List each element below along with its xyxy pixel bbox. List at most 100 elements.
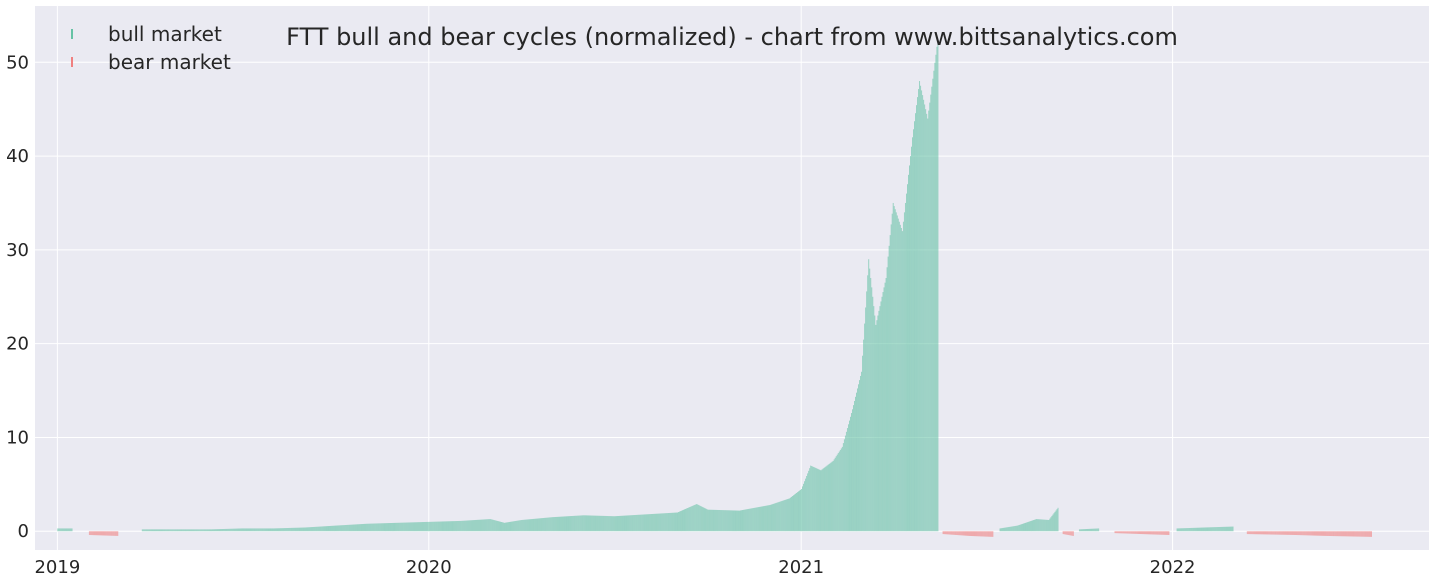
bull-bar — [290, 527, 292, 532]
bear-bar — [1257, 531, 1258, 535]
bull-bar — [678, 512, 679, 532]
bear-bar — [1292, 531, 1294, 535]
bull-bar — [505, 522, 506, 532]
bear-bar — [972, 531, 973, 537]
bear-bar — [1295, 531, 1297, 536]
bear-bar — [1350, 531, 1352, 537]
bear-bar — [1148, 531, 1149, 535]
bull-bar — [884, 282, 886, 532]
bull-bar — [1213, 527, 1215, 532]
bull-bar — [1198, 527, 1199, 532]
bear-bar — [1352, 531, 1354, 537]
bull-bar — [894, 209, 896, 532]
bull-bar — [625, 515, 626, 532]
bull-bar — [704, 508, 706, 532]
bull-bar — [916, 105, 917, 532]
bull-bar — [1056, 509, 1058, 532]
bear-bar — [1300, 531, 1302, 536]
bear-bar — [109, 531, 111, 536]
bull-bar — [846, 428, 848, 532]
bull-bar — [260, 528, 262, 532]
bull-bar — [839, 449, 841, 532]
bull-bar — [645, 514, 647, 532]
bull-bar — [403, 522, 405, 532]
bull-bar — [393, 522, 394, 532]
bull-bar — [685, 508, 686, 532]
bear-bar — [1071, 531, 1073, 536]
bull-bar — [629, 515, 631, 532]
bull-bar — [721, 510, 723, 532]
bull-bar — [254, 528, 256, 532]
bull-bar — [543, 517, 545, 532]
bull-bar — [197, 529, 199, 532]
bull-bar — [824, 467, 826, 532]
bull-bar — [434, 521, 436, 532]
bull-bar — [627, 515, 629, 532]
bull-bar — [689, 507, 691, 532]
bull-bar — [573, 515, 575, 532]
bull-bar — [246, 528, 248, 532]
bull-bar — [181, 529, 183, 532]
bull-bar — [440, 521, 442, 532]
bull-bar — [312, 526, 314, 532]
bull-bar — [643, 514, 645, 532]
bull-bar — [1050, 517, 1052, 532]
bull-bar — [259, 528, 261, 532]
bull-bar — [549, 517, 551, 532]
bull-bar — [509, 521, 510, 532]
bull-bar — [873, 306, 875, 532]
bull-bar — [424, 521, 426, 532]
bull-bar — [844, 435, 846, 532]
bull-bar — [682, 510, 683, 532]
bull-bar — [666, 513, 668, 532]
bull-bar — [926, 113, 928, 532]
bull-bar — [1093, 528, 1095, 532]
bull-bar — [793, 495, 794, 532]
bull-bar — [686, 508, 688, 532]
bull-bar — [855, 396, 856, 532]
bear-bar — [1289, 531, 1291, 535]
bear-bar — [1068, 531, 1070, 536]
bull-bar — [769, 504, 771, 532]
bull-bar — [333, 525, 334, 532]
bull-bar — [298, 527, 300, 532]
bull-bar — [1006, 527, 1008, 532]
bull-bar — [348, 524, 350, 532]
bull-bar — [641, 514, 643, 532]
bear-bar — [1329, 531, 1331, 536]
bear-bar — [1279, 531, 1281, 535]
bull-bar — [1025, 522, 1026, 532]
bear-bar — [1116, 531, 1118, 534]
bull-bar — [823, 467, 825, 532]
bull-bar — [592, 515, 594, 532]
bull-bar — [405, 522, 407, 532]
bull-bar — [463, 520, 465, 532]
bull-bar — [493, 520, 495, 532]
bull-bar — [671, 512, 673, 532]
bull-bar — [661, 513, 663, 532]
bull-bar — [64, 528, 66, 532]
bear-bar — [1296, 531, 1298, 536]
bear-bar — [1246, 531, 1248, 535]
bull-bar — [658, 513, 660, 532]
bull-bar — [384, 523, 385, 532]
bull-bar — [639, 514, 641, 532]
bear-bar — [1343, 531, 1345, 537]
bull-bar — [701, 506, 703, 532]
bull-bar — [274, 528, 275, 532]
bull-bar — [1098, 528, 1100, 532]
bear-bar — [949, 531, 951, 535]
bull-bar — [640, 514, 642, 532]
bear-bar — [1126, 531, 1128, 534]
bear-bar — [1345, 531, 1347, 537]
bull-bar — [652, 513, 654, 532]
bull-bar — [725, 510, 727, 532]
bull-bar — [1203, 527, 1204, 532]
bull-bar — [295, 527, 297, 532]
bull-bar — [805, 478, 807, 532]
bull-bar — [1035, 519, 1037, 532]
bull-bar — [545, 517, 547, 532]
bull-bar — [209, 529, 210, 532]
bear-bar — [1326, 531, 1328, 536]
bull-bar — [269, 528, 270, 532]
